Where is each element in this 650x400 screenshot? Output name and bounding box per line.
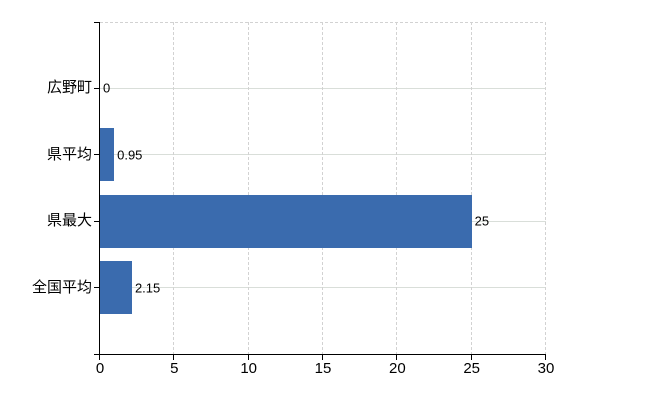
bar bbox=[100, 128, 115, 182]
y-tick bbox=[94, 353, 100, 355]
x-tick-label: 0 bbox=[95, 360, 105, 377]
x-tick bbox=[173, 354, 175, 360]
x-tick bbox=[99, 354, 100, 360]
plot-border-top bbox=[100, 22, 546, 23]
value-label: 25 bbox=[474, 213, 490, 229]
y-axis bbox=[99, 22, 100, 354]
v-gridline bbox=[470, 22, 472, 354]
v-gridline bbox=[247, 22, 249, 354]
x-tick bbox=[322, 354, 323, 360]
v-gridline bbox=[322, 22, 323, 354]
category-label: 広野町 bbox=[46, 79, 92, 97]
category-label: 県平均 bbox=[46, 145, 92, 163]
x-tick-label: 15 bbox=[314, 360, 332, 377]
x-tick bbox=[247, 354, 249, 360]
value-label: 2.15 bbox=[134, 280, 161, 296]
v-gridline bbox=[173, 22, 175, 354]
bar bbox=[100, 194, 472, 248]
h-gridline bbox=[100, 287, 546, 289]
x-tick bbox=[396, 354, 398, 360]
y-tick bbox=[94, 287, 100, 289]
x-tick bbox=[545, 354, 546, 360]
y-tick bbox=[94, 87, 100, 89]
value-label: 0 bbox=[103, 80, 111, 96]
bar bbox=[100, 261, 132, 315]
x-tick-label: 10 bbox=[240, 360, 257, 377]
y-tick bbox=[94, 154, 100, 156]
x-tick-label: 30 bbox=[537, 360, 555, 377]
y-tick bbox=[94, 220, 100, 222]
y-tick bbox=[94, 21, 100, 23]
plot-area: 0 0.95 25 2.15 bbox=[100, 22, 546, 354]
value-label: 0.95 bbox=[117, 147, 143, 163]
category-label: 全国平均 bbox=[31, 278, 92, 296]
category-label: 県最大 bbox=[46, 212, 92, 230]
x-tick-label: 20 bbox=[388, 360, 406, 377]
h-gridline bbox=[100, 87, 546, 89]
x-tick bbox=[470, 354, 472, 360]
x-tick-label: 5 bbox=[170, 360, 179, 377]
v-gridline bbox=[545, 22, 546, 354]
v-gridline bbox=[396, 22, 398, 354]
x-tick-label: 25 bbox=[463, 360, 480, 377]
h-gridline bbox=[100, 154, 546, 156]
